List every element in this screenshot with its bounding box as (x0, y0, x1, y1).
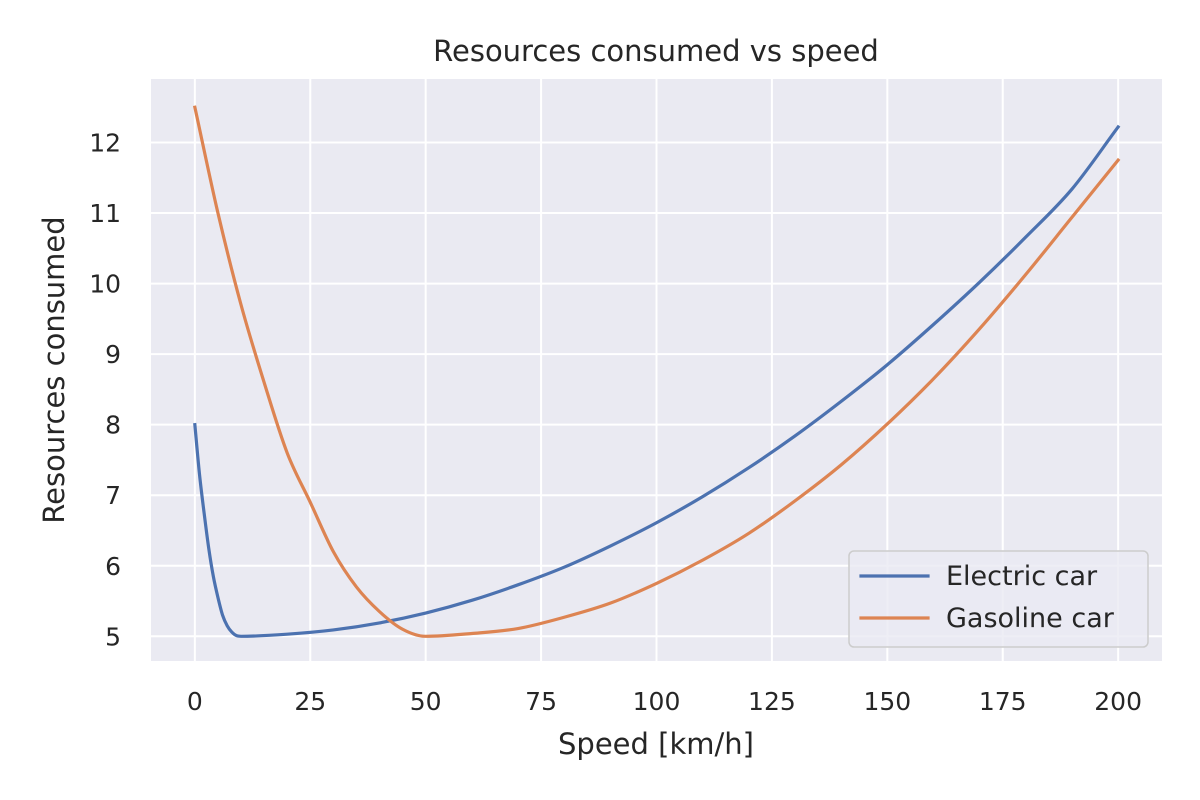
x-tick-label: 25 (294, 687, 326, 716)
x-tick-label: 200 (1094, 687, 1142, 716)
x-tick-label: 0 (187, 687, 203, 716)
x-tick-label: 150 (863, 687, 911, 716)
legend-label-gasoline-car: Gasoline car (946, 603, 1115, 634)
x-tick-label: 175 (979, 687, 1027, 716)
chart-title: Resources consumed vs speed (433, 34, 879, 68)
y-tick-labels: 5 6 7 8 9 10 11 12 (89, 128, 121, 651)
y-tick-label: 12 (89, 128, 121, 157)
y-tick-label: 9 (105, 340, 121, 369)
series-lines (192, 105, 1121, 638)
legend-label-electric-car: Electric car (946, 561, 1098, 592)
y-tick-label: 7 (105, 481, 121, 510)
legend: Electric car Gasoline car (848, 550, 1149, 648)
series-line-electric-car (193, 124, 1121, 638)
series-line-gasoline-car (192, 105, 1121, 638)
x-tick-label: 50 (410, 687, 442, 716)
x-tick-labels: 0 25 50 75 100 125 150 175 200 (187, 687, 1142, 716)
x-tick-label: 75 (525, 687, 557, 716)
x-tick-label: 125 (748, 687, 796, 716)
x-tick-label: 100 (633, 687, 681, 716)
x-axis-label: Speed [km/h] (558, 727, 754, 761)
y-tick-label: 6 (105, 552, 121, 581)
y-tick-label: 8 (105, 411, 121, 440)
y-tick-label: 5 (105, 622, 121, 651)
y-axis-label: Resources consumed (37, 216, 71, 523)
y-tick-label: 10 (89, 270, 121, 299)
y-tick-label: 11 (89, 199, 121, 228)
